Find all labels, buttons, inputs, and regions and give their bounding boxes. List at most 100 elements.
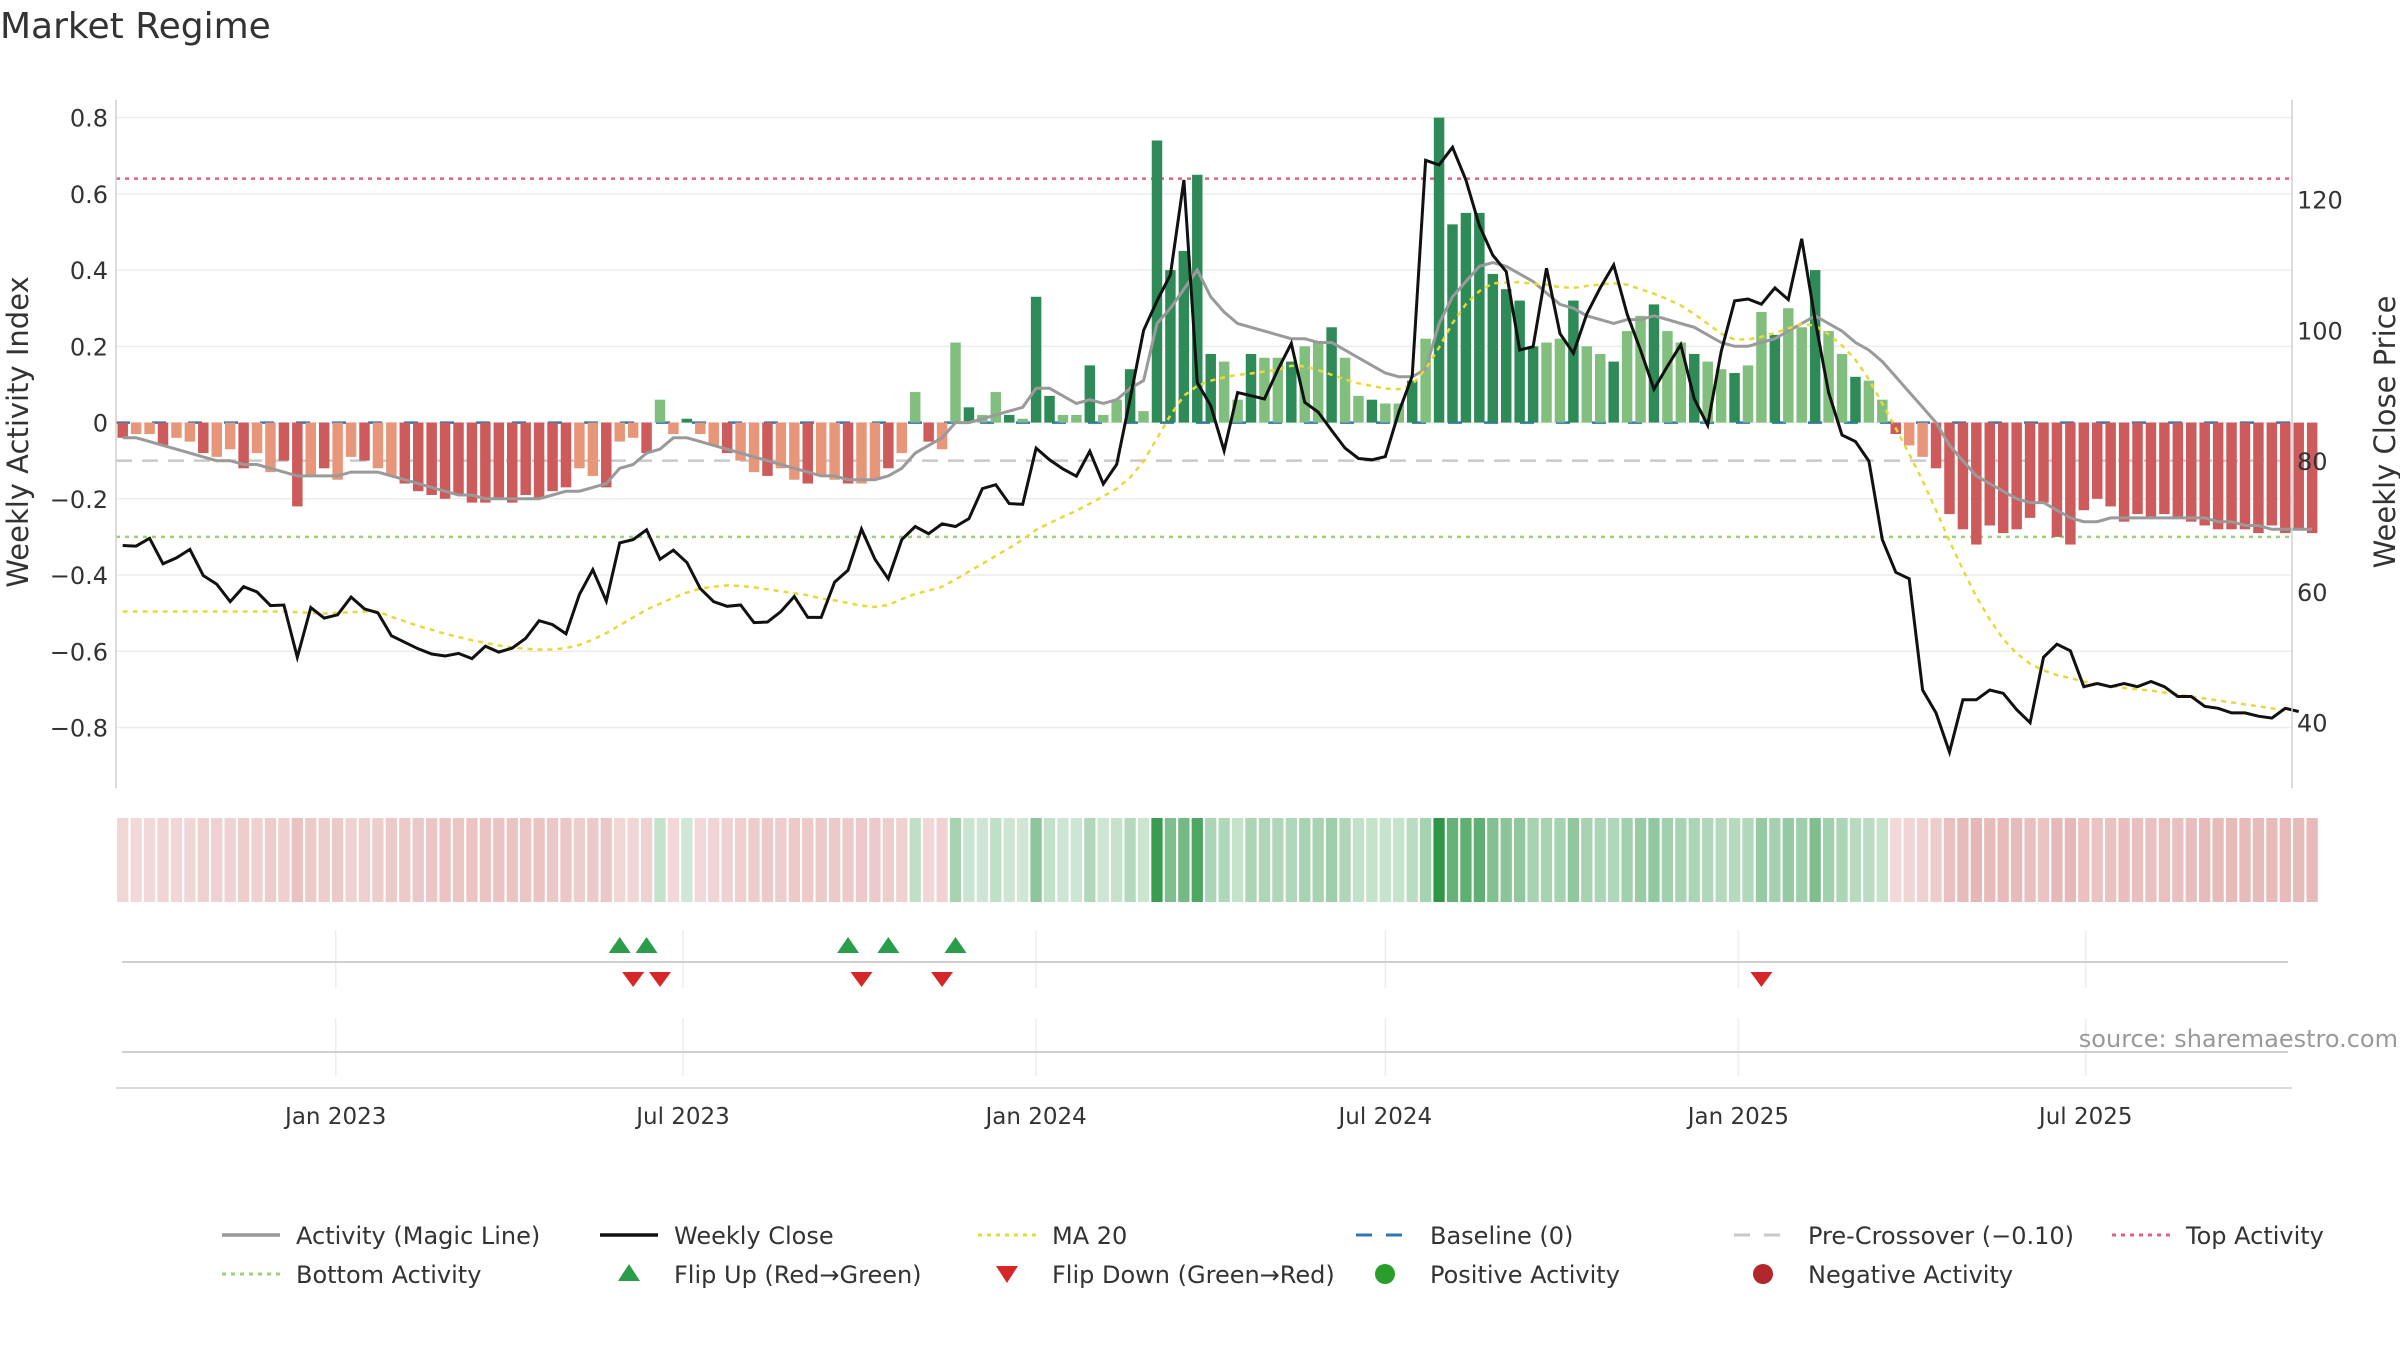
- regime-strip-cell: [1191, 818, 1203, 902]
- activity-bar: [1702, 361, 1713, 423]
- y-right-tick-label: 80: [2297, 448, 2328, 476]
- regime-strip-cell: [2293, 818, 2305, 902]
- regime-strip-cell: [466, 818, 478, 902]
- activity-bar: [1071, 414, 1082, 423]
- activity-bar: [1433, 117, 1445, 423]
- activity-bar: [1165, 270, 1176, 423]
- activity-bar: [1595, 353, 1606, 423]
- regime-strip-cell: [2239, 818, 2251, 902]
- regime-strip-cell: [278, 818, 290, 902]
- regime-strip-cell: [1178, 818, 1190, 902]
- regime-strip-cell: [1487, 818, 1499, 902]
- activity-bar: [1084, 365, 1096, 423]
- regime-strip-cell: [1446, 818, 1459, 902]
- legend-label: Bottom Activity: [296, 1261, 481, 1289]
- y-left-tick-label: −0.8: [50, 715, 108, 743]
- regime-strip-cell: [1393, 818, 1405, 902]
- activity-bar: [1984, 422, 1996, 526]
- activity-bar: [762, 422, 773, 476]
- flip-up-marker: [877, 937, 900, 953]
- regime-strip-cell: [560, 818, 572, 902]
- regime-strip-cell: [1997, 818, 2009, 902]
- legend-item: Pre-Crossover (−0.10): [1734, 1222, 2074, 1250]
- x-tick-label: Jan 2025: [1686, 1104, 1789, 1130]
- activity-bar: [1675, 342, 1687, 423]
- regime-strip-cell: [372, 818, 384, 902]
- activity-bar: [963, 407, 975, 423]
- regime-strip-cell: [909, 818, 921, 902]
- regime-strip-cell: [331, 818, 344, 902]
- x-tick-label: Jan 2023: [283, 1104, 386, 1130]
- activity-bar: [520, 422, 531, 495]
- activity-bar: [386, 422, 397, 476]
- regime-strip-cell: [1137, 818, 1150, 902]
- activity-bar: [1581, 346, 1593, 423]
- regime-strip-cell: [842, 818, 854, 902]
- activity-bar: [198, 422, 209, 454]
- regime-strip-cell: [1460, 818, 1472, 902]
- flip-down-marker: [649, 972, 671, 987]
- y-axis-left-label: Weekly Activity Index: [1, 276, 35, 587]
- activity-bar: [721, 422, 733, 454]
- regime-strip-cell: [1366, 818, 1378, 902]
- regime-strip-cell: [694, 818, 706, 902]
- activity-bar: [1715, 369, 1727, 423]
- regime-strip-cell: [2185, 818, 2197, 902]
- regime-strip-cell: [1728, 818, 1741, 902]
- activity-bar: [318, 422, 330, 469]
- regime-strip-cell: [1258, 818, 1271, 902]
- regime-strip-cell: [2158, 818, 2171, 902]
- regime-strip-cell: [1057, 818, 1069, 902]
- regime-strip-cell: [1527, 818, 1539, 902]
- regime-strip-cell: [224, 818, 236, 902]
- activity-bar: [2078, 422, 2090, 511]
- activity-bar: [842, 422, 854, 484]
- regime-strip-cell: [2279, 818, 2291, 902]
- legend-label: Flip Up (Red→Green): [674, 1261, 922, 1289]
- legend-item: Activity (Magic Line): [222, 1222, 540, 1250]
- regime-strip-cell: [264, 818, 277, 902]
- legend-item: Flip Up (Red→Green): [618, 1261, 922, 1289]
- activity-bar: [157, 422, 169, 446]
- activity-bar: [1474, 212, 1485, 423]
- regime-strip-cell: [1433, 818, 1445, 902]
- legend-swatch-dot: [1753, 1264, 1773, 1284]
- activity-bar: [1299, 346, 1310, 423]
- regime-strip-cell: [1231, 818, 1244, 902]
- activity-bar: [144, 422, 155, 434]
- activity-bar: [1245, 353, 1257, 423]
- regime-strip-cell: [990, 818, 1002, 902]
- flip-down-marker: [931, 972, 954, 987]
- activity-bar: [802, 422, 813, 484]
- regime-strip-cell: [1299, 818, 1311, 902]
- regime-strip-cell: [1514, 818, 1526, 902]
- activity-bar: [896, 422, 908, 454]
- activity-bar: [1044, 395, 1055, 423]
- regime-strip-cell: [963, 818, 975, 902]
- legend-label: Top Activity: [2185, 1222, 2324, 1250]
- activity-bar: [184, 422, 196, 442]
- regime-strip-cell: [385, 818, 397, 902]
- regime-strip-cell: [681, 818, 693, 902]
- activity-bar: [224, 422, 236, 450]
- legend-label: Weekly Close: [674, 1222, 834, 1250]
- regime-strip-cell: [1017, 818, 1029, 902]
- activity-bar: [2159, 422, 2170, 515]
- weekly-close-line: [122, 144, 2300, 758]
- activity-bar: [1930, 422, 1942, 469]
- regime-strip-cell: [2037, 818, 2050, 902]
- legend-label: Baseline (0): [1430, 1222, 1573, 1250]
- regime-strip-cell: [587, 818, 599, 902]
- regime-strip-cell: [1554, 818, 1566, 902]
- regime-strip-cell: [1836, 818, 1848, 902]
- regime-strip-cell: [1796, 818, 1808, 902]
- activity-bar: [560, 422, 572, 488]
- activity-bar: [815, 422, 827, 476]
- regime-strip-cell: [748, 818, 760, 902]
- regime-strip-cell: [2306, 818, 2318, 902]
- y-right-tick-label: 120: [2297, 187, 2343, 215]
- flip-down-marker: [1750, 972, 1773, 987]
- regime-strip-cell: [802, 818, 814, 902]
- activity-bar: [1192, 174, 1203, 423]
